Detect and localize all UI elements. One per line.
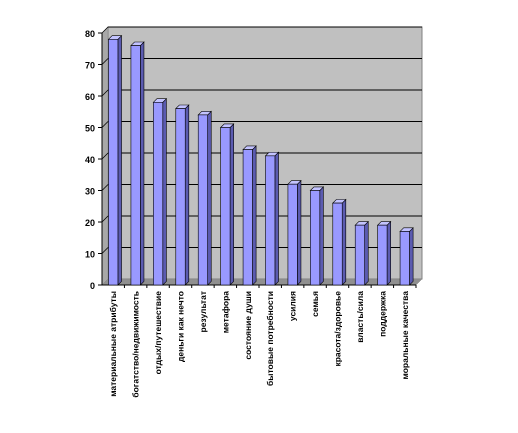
y-tick-label: 10 [85, 250, 95, 260]
bar [220, 127, 231, 286]
x-tick-label: власть/сила [355, 291, 365, 343]
bar-side [386, 220, 391, 286]
bar [197, 114, 208, 286]
bar [287, 183, 298, 286]
bar-side [117, 34, 122, 286]
gridline-side [101, 58, 109, 65]
gridline-side [101, 26, 109, 34]
gridline-side [101, 184, 109, 191]
gridline-side [101, 247, 109, 254]
plot-floor [101, 278, 423, 286]
x-tick-label: метафора [220, 291, 230, 334]
bar [265, 155, 276, 286]
gridline-side [101, 215, 109, 223]
y-tick-label: 60 [85, 92, 95, 102]
bar-side [319, 186, 324, 286]
x-tick-label: состояние души [243, 291, 253, 360]
bar [310, 190, 321, 286]
x-tick-label: богатство/недвижимость [131, 291, 141, 398]
x-tick-label: красота/здоровье [333, 291, 343, 367]
gridline-side [101, 121, 109, 128]
x-tick-label: материальные атрибуты [108, 291, 118, 397]
bar-side [162, 97, 167, 286]
bar [242, 149, 253, 286]
x-tick-label: отдых/путешествие [153, 291, 163, 375]
y-tick-label: 0 [90, 281, 95, 291]
bar [108, 38, 119, 286]
bar-side [207, 110, 212, 286]
x-tick-label: поддержка [377, 291, 387, 337]
gridline-side [101, 89, 109, 97]
y-tick-label: 20 [85, 218, 95, 228]
bar-side [274, 151, 279, 286]
bar-side [140, 41, 145, 286]
x-tick-label: бытовые потребности [265, 291, 275, 386]
bar [399, 231, 410, 286]
bar [153, 102, 164, 286]
x-tick-label: семья [310, 291, 320, 317]
x-tick-label: результат [198, 291, 208, 332]
x-tick-label: усилия [288, 291, 298, 321]
bar-side [229, 123, 234, 286]
bar [332, 202, 343, 286]
y-tick-label: 70 [85, 61, 95, 71]
bar-side [364, 220, 369, 286]
bar-side [252, 145, 257, 286]
bar-side [341, 198, 347, 286]
y-tick-label: 40 [85, 155, 95, 165]
y-tick-label: 30 [85, 187, 95, 197]
y-tick-label: 50 [85, 124, 95, 134]
x-tick-label: моральные качества [400, 291, 410, 380]
y-tick-label: 80 [85, 29, 95, 39]
bar-side [409, 227, 414, 286]
gridline-side [101, 152, 109, 160]
x-tick-label: деньги как нечто [176, 291, 186, 362]
bar-side [184, 104, 190, 286]
bar [354, 224, 365, 286]
bar-side [297, 179, 302, 286]
bar [175, 108, 186, 286]
bar [377, 224, 388, 286]
bar [130, 45, 141, 286]
